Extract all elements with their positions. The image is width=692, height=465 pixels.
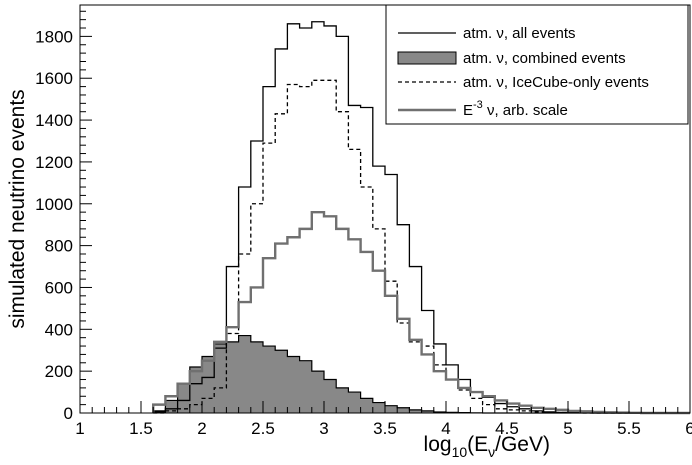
y-axis-label: simulated neutrino events: [6, 89, 29, 328]
y-tick-label: 800: [45, 237, 73, 256]
legend-label: atm. ν, IceCube-only events: [463, 74, 649, 91]
y-tick-label: 600: [45, 278, 73, 297]
y-axis: 0 200 400 600 800 1000 1200 1400 1600 1800: [35, 10, 92, 423]
x-axis-label: log10(Eν/GeV): [424, 433, 550, 460]
legend-swatch: [397, 51, 457, 65]
x-tick-label: 2: [197, 419, 206, 438]
x-tick-label: 1.5: [129, 419, 153, 438]
x-tick-label: 2.5: [251, 419, 275, 438]
x-axis: 1 1.5 2 2.5 3 3.5 4 4.5 5 5.5 6: [75, 401, 692, 438]
legend-label: E-3 ν, arb. scale: [463, 99, 568, 119]
x-tick-label: 6: [685, 419, 692, 438]
y-tick-label: 200: [45, 362, 73, 381]
legend-label: atm. ν, all events: [463, 25, 576, 42]
x-tick-label: 3.5: [373, 419, 397, 438]
x-tick-label: 5: [563, 419, 572, 438]
y-tick-label: 1000: [35, 195, 73, 214]
y-tick-label: 0: [64, 404, 73, 423]
x-tick-label: 1: [75, 419, 84, 438]
y-tick-label: 1200: [35, 153, 73, 172]
y-tick-label: 1400: [35, 111, 73, 130]
y-tick-label: 400: [45, 320, 73, 339]
series-0-histogram: [152, 21, 690, 414]
x-tick-label: 3: [319, 419, 328, 438]
x-tick-label: 4.5: [495, 419, 519, 438]
x-tick-label: 5.5: [617, 419, 641, 438]
x-tick-label: 4: [441, 419, 450, 438]
legend: atm. ν, all events atm. ν, combined event…: [385, 4, 689, 125]
legend-box: [385, 4, 689, 125]
y-tick-label: 1800: [35, 27, 73, 46]
legend-label: atm. ν, combined events: [463, 50, 626, 67]
y-tick-label: 1600: [35, 69, 73, 88]
